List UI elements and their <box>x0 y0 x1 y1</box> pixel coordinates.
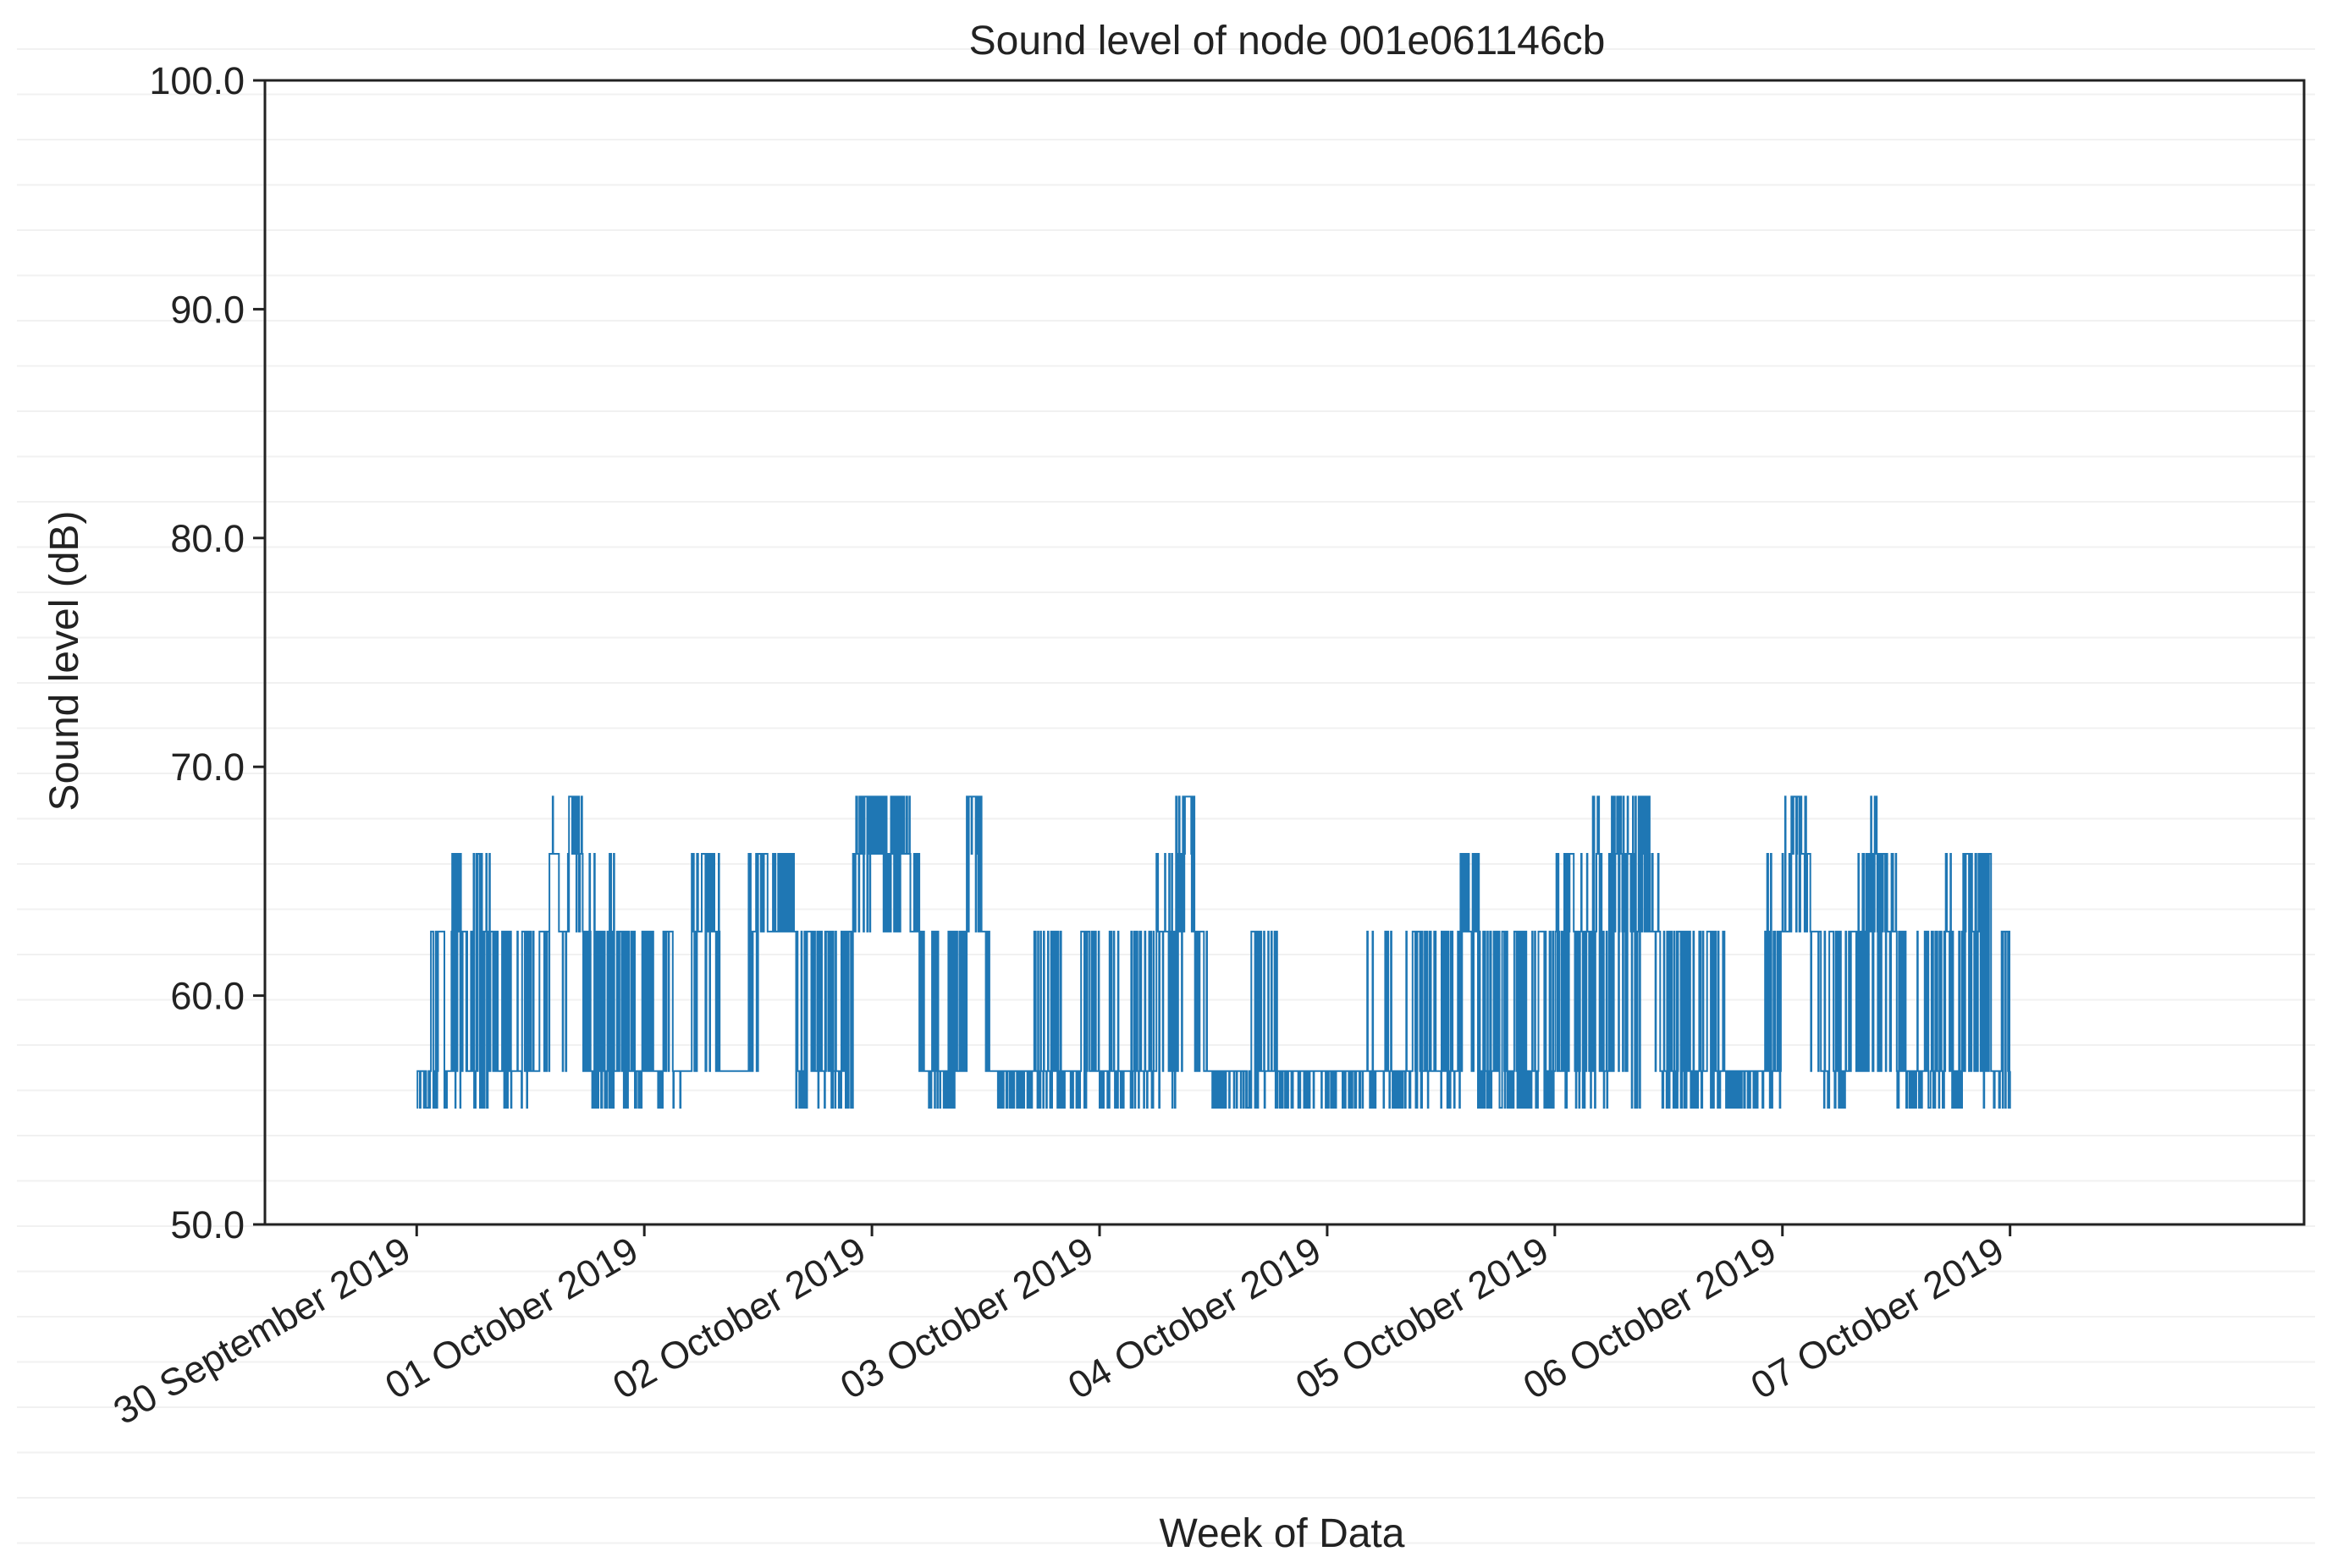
x-tick-label: 01 October 2019 <box>378 1228 645 1407</box>
y-axis-label: Sound level (dB) <box>42 511 87 812</box>
x-axis-label: Week of Data <box>1160 1511 1405 1556</box>
y-tick-label: 80.0 <box>170 517 245 560</box>
chart-title: Sound level of node 001e061146cb <box>969 19 1606 63</box>
x-tick-label: 03 October 2019 <box>833 1228 1100 1407</box>
y-tick-label: 90.0 <box>170 288 245 331</box>
series-layer <box>416 795 2011 1109</box>
x-tick-label: 06 October 2019 <box>1516 1228 1783 1407</box>
plot-frame <box>263 79 2306 1226</box>
x-tick-label: 30 September 2019 <box>106 1228 417 1433</box>
x-tick-label: 02 October 2019 <box>605 1228 873 1407</box>
y-axis-ticks: 50.0 60.0 70.0 80.0 90.0 100.0 <box>149 59 265 1246</box>
y-tick-label: 50.0 <box>170 1203 245 1246</box>
y-tick-label: 60.0 <box>170 975 245 1018</box>
x-tick-label: 05 October 2019 <box>1288 1228 1556 1407</box>
x-tick-label: 07 October 2019 <box>1744 1228 2011 1407</box>
y-tick-label: 70.0 <box>170 745 245 789</box>
y-tick-label: 100.0 <box>149 59 245 102</box>
series-line <box>416 795 2011 1109</box>
x-tick-label: 04 October 2019 <box>1061 1228 1328 1407</box>
